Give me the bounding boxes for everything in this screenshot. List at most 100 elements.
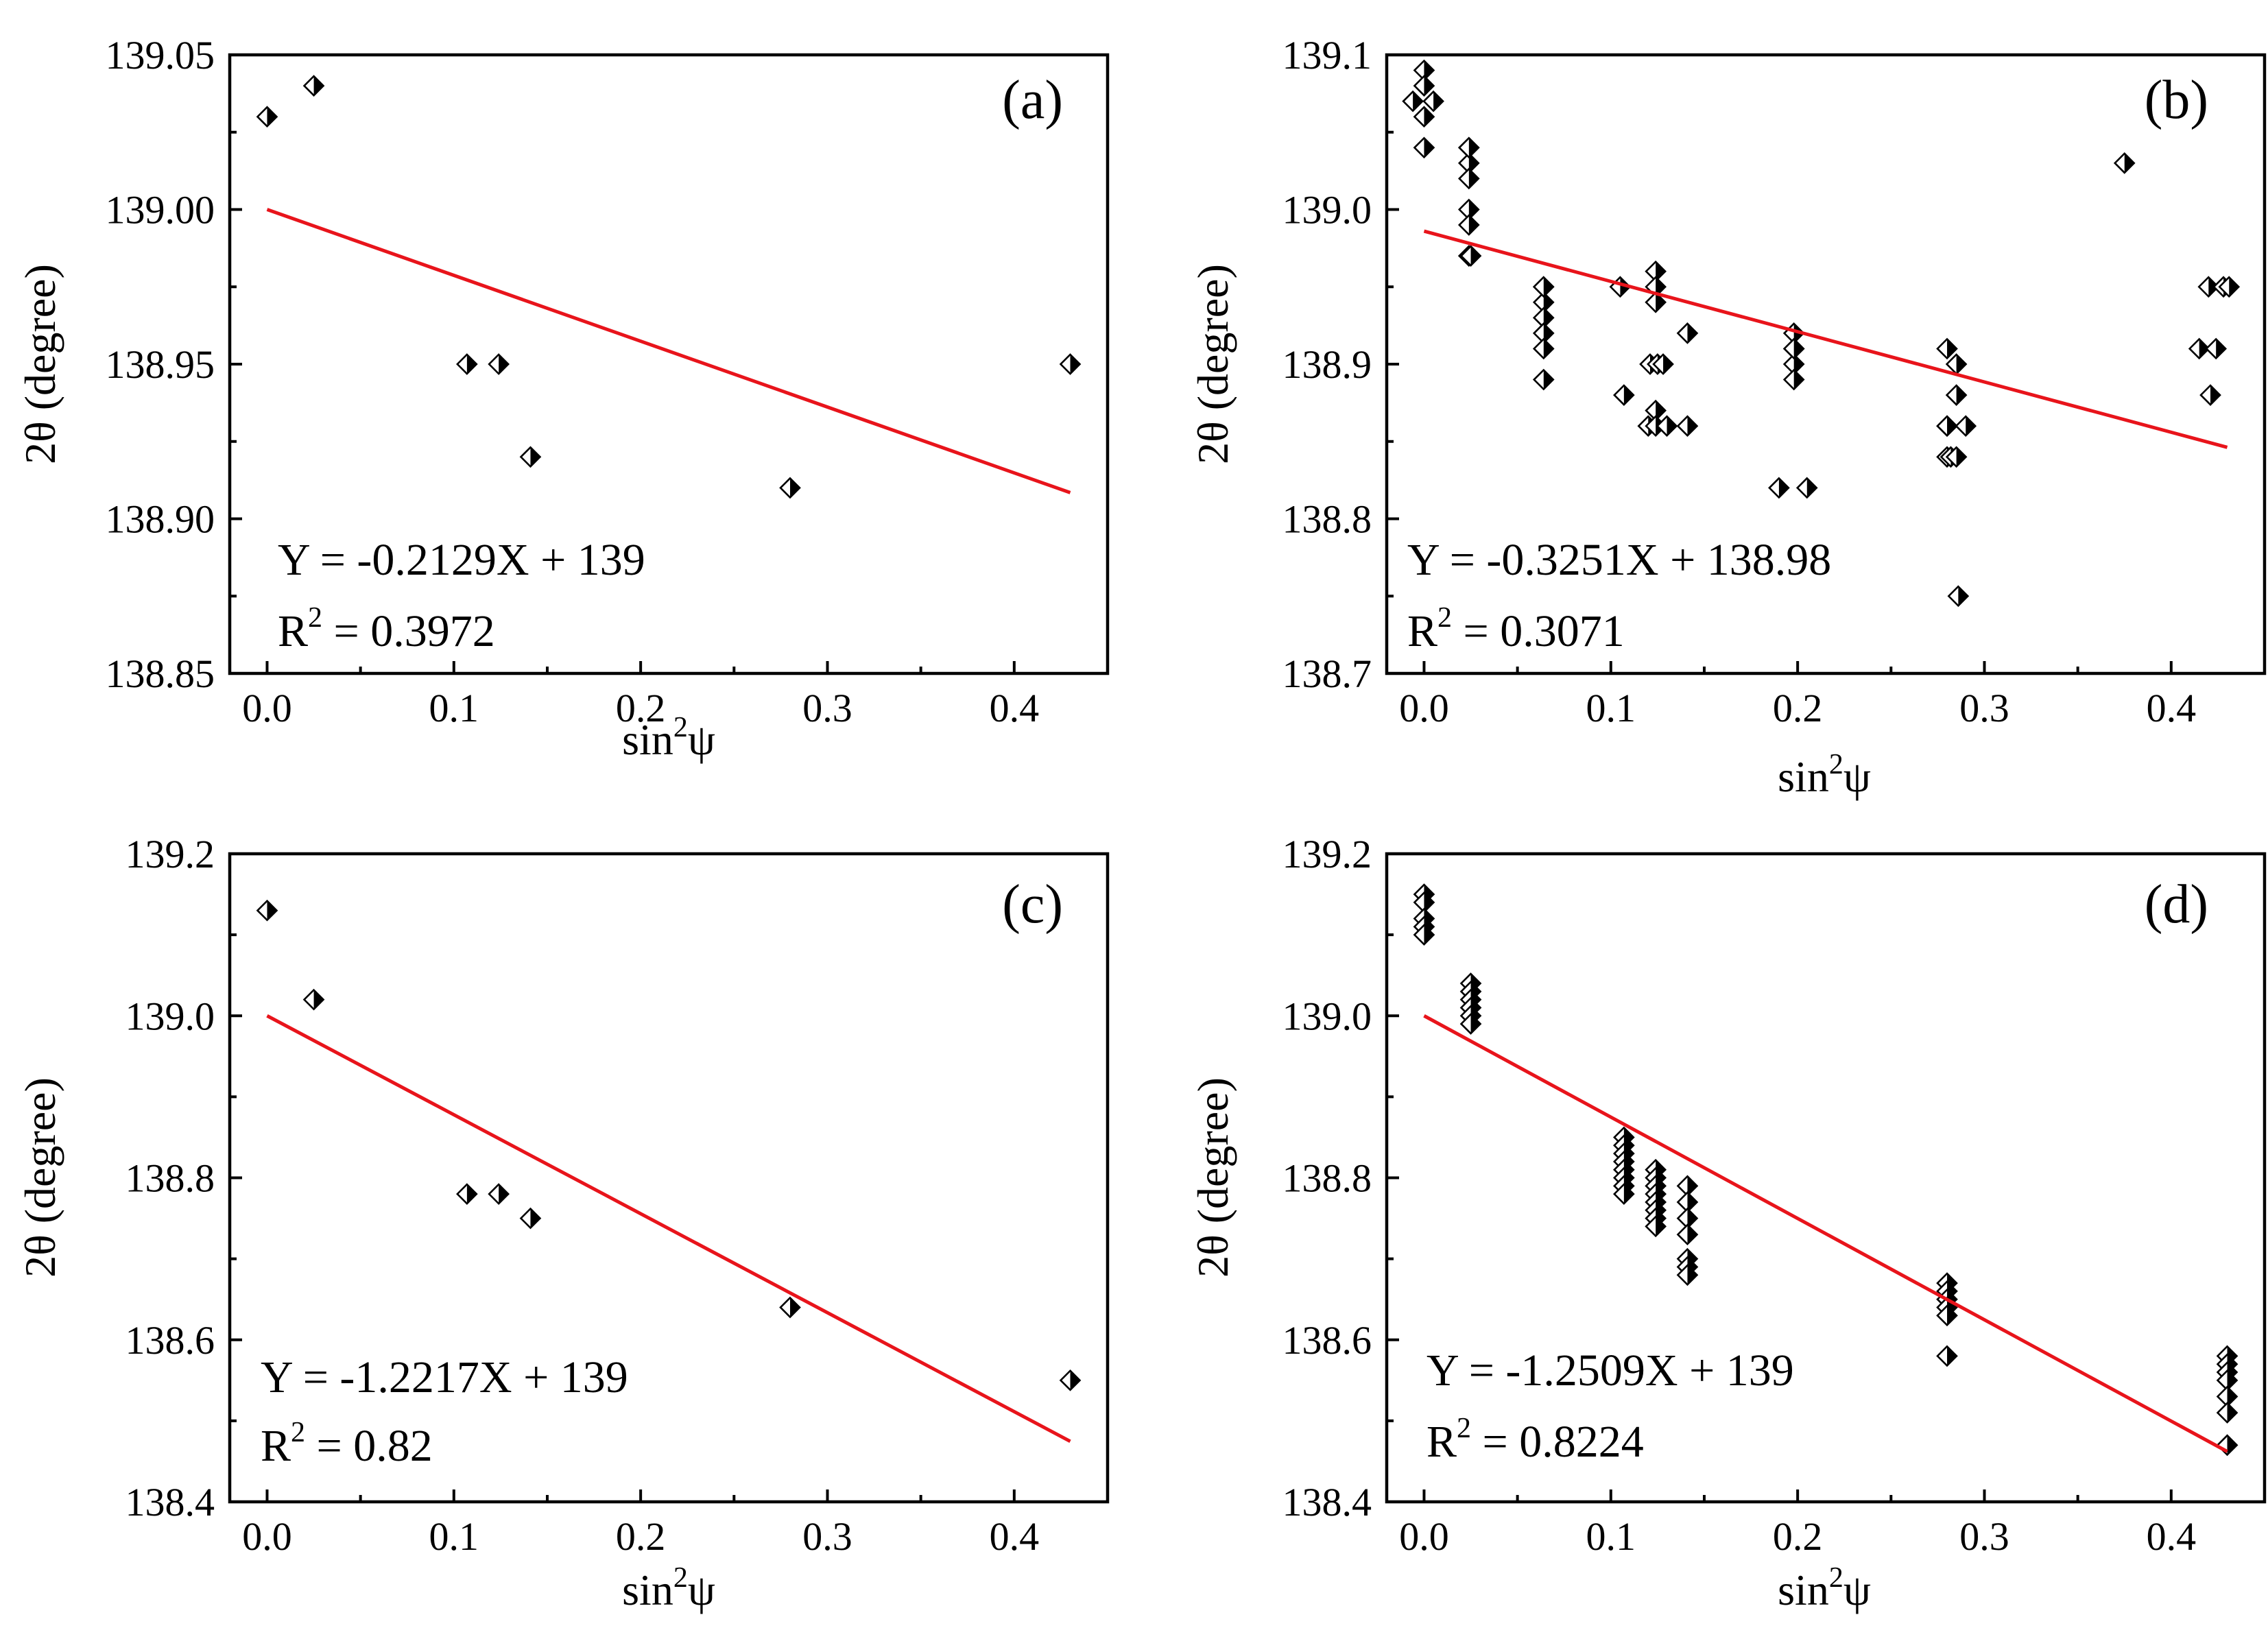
data-point xyxy=(456,1183,478,1205)
r-squared: R2 = 0.3071 xyxy=(1407,602,1625,656)
axis-ticks: 0.0 0.1 0.2 0.3 0.4 138.85 138.90 138.95 139.00 1… xyxy=(106,33,1040,730)
data-point xyxy=(1936,1304,1958,1327)
x-tick-label: 0.4 xyxy=(990,686,1040,730)
r-squared: R2 = 0.3972 xyxy=(278,602,495,656)
data-point xyxy=(2188,337,2210,360)
data-point xyxy=(1413,136,1435,159)
panel-c: (c) 2θ (degree) sin2ψ 0.0 0.1 0.2 0.3 0.4 138… xyxy=(16,832,1110,1614)
panel-label: (a) xyxy=(1002,70,1063,130)
data-point xyxy=(302,75,325,97)
x-tick-label: 0.0 xyxy=(242,686,292,730)
panel-label: (c) xyxy=(1002,874,1063,935)
y-tick-label: 138.90 xyxy=(106,497,215,542)
data-point xyxy=(1059,353,1082,375)
data-point xyxy=(488,353,510,375)
data-point xyxy=(488,1183,510,1205)
y-axis-title: 2θ (degree) xyxy=(1189,264,1237,464)
data-point xyxy=(1613,384,1635,406)
data-point xyxy=(2216,1402,2239,1424)
y-tick-label: 138.6 xyxy=(126,1318,215,1363)
x-tick-label: 0.1 xyxy=(1586,686,1636,730)
fit-equation: Y = -1.2509X + 139 xyxy=(1427,1345,1794,1396)
x-tick-label: 0.0 xyxy=(1399,686,1449,730)
y-tick-label: 138.6 xyxy=(1282,1318,1372,1363)
y-axis-title: 2θ (degree) xyxy=(1189,1077,1237,1278)
x-tick-label: 0.4 xyxy=(990,1514,1040,1559)
x-axis-title: sin2ψ xyxy=(1778,1562,1871,1614)
data-point xyxy=(1457,167,1480,190)
data-point xyxy=(1402,90,1424,112)
data-point xyxy=(2218,276,2241,298)
data-point xyxy=(519,1207,542,1230)
data-point xyxy=(2216,1434,2239,1457)
x-tick-label: 0.4 xyxy=(2147,1514,2197,1559)
axis-ticks: 0.0 0.1 0.2 0.3 0.4 138.4 138.6 138.8 139.0 139.2 xyxy=(126,832,1040,1559)
data-point xyxy=(256,106,278,128)
x-tick-label: 0.1 xyxy=(429,1514,479,1559)
data-point xyxy=(1459,1013,1482,1035)
y-tick-label: 138.95 xyxy=(106,342,215,387)
panel-label: (d) xyxy=(2145,874,2208,935)
y-tick-label: 139.0 xyxy=(1282,994,1372,1038)
y-tick-label: 139.1 xyxy=(1282,33,1372,77)
data-point xyxy=(1936,337,1958,360)
panel-a: (a) 2θ (degree) sin2ψ 0.0 0.1 0.2 0.3 0.4 138… xyxy=(16,33,1110,764)
data-point xyxy=(779,477,801,499)
x-tick-label: 0.2 xyxy=(616,686,666,730)
panel-d: (d) 2θ (degree) sin2ψ 0.0 0.1 0.2 0.3 0.4 138… xyxy=(1189,832,2267,1614)
x-tick-label: 0.2 xyxy=(1773,1514,1823,1559)
data-points xyxy=(256,75,1082,499)
axis-ticks: 0.0 0.1 0.2 0.3 0.4 138.4 138.6 138.8 139.0 139.2 xyxy=(1282,832,2197,1559)
data-point xyxy=(1459,245,1482,267)
y-tick-label: 139.0 xyxy=(126,994,215,1038)
data-point xyxy=(1457,214,1480,236)
x-tick-label: 0.3 xyxy=(802,1514,852,1559)
data-point xyxy=(1413,75,1435,97)
y-tick-label: 138.8 xyxy=(126,1156,215,1201)
data-point xyxy=(519,446,542,468)
data-point xyxy=(1532,276,1555,298)
data-point xyxy=(1676,322,1699,344)
y-tick-label: 139.05 xyxy=(106,33,215,77)
data-points xyxy=(1402,59,2241,608)
data-point xyxy=(1457,136,1480,159)
fit-equation: Y = -0.2129X + 139 xyxy=(278,535,645,585)
x-tick-label: 0.0 xyxy=(1399,1514,1449,1559)
x-tick-label: 0.0 xyxy=(242,1514,292,1559)
y-tick-label: 138.4 xyxy=(1282,1480,1372,1524)
data-point xyxy=(1768,477,1790,499)
data-point xyxy=(779,1296,801,1319)
panel-label: (b) xyxy=(2145,70,2208,130)
data-point xyxy=(1782,337,1805,360)
data-points xyxy=(256,899,1082,1391)
data-point xyxy=(1945,384,1968,406)
x-tick-label: 0.1 xyxy=(429,686,479,730)
x-axis-title: sin2ψ xyxy=(622,1562,715,1614)
data-point xyxy=(2113,152,2136,174)
y-tick-label: 139.0 xyxy=(1282,188,1372,232)
x-tick-label: 0.3 xyxy=(1959,1514,2009,1559)
y-tick-label: 138.9 xyxy=(1282,342,1372,387)
y-tick-label: 138.8 xyxy=(1282,497,1372,542)
x-axis-title: sin2ψ xyxy=(622,712,715,764)
y-tick-label: 138.8 xyxy=(1282,1156,1372,1201)
data-point xyxy=(1955,415,1977,438)
data-point xyxy=(2205,337,2228,360)
x-tick-label: 0.2 xyxy=(616,1514,666,1559)
data-point xyxy=(1059,1369,1082,1391)
data-point xyxy=(1422,90,1444,112)
linear-fit-line xyxy=(1423,1014,2228,1453)
y-tick-label: 139.2 xyxy=(1282,832,1372,876)
plot-frame xyxy=(1385,852,2267,1504)
data-point xyxy=(1676,1264,1699,1286)
data-point xyxy=(1532,337,1555,360)
data-point xyxy=(1936,1345,1958,1367)
data-point xyxy=(1532,368,1555,391)
x-tick-label: 0.3 xyxy=(1959,686,2009,730)
linear-fit-line xyxy=(266,1014,1071,1444)
linear-fit-line xyxy=(266,208,1071,494)
axis-ticks: 0.0 0.1 0.2 0.3 0.4 138.7 138.8 138.9 139.0 139.1 xyxy=(1282,33,2197,730)
data-point xyxy=(1945,446,1968,468)
y-tick-label: 138.85 xyxy=(106,651,215,696)
r-squared: R2 = 0.82 xyxy=(261,1417,433,1471)
